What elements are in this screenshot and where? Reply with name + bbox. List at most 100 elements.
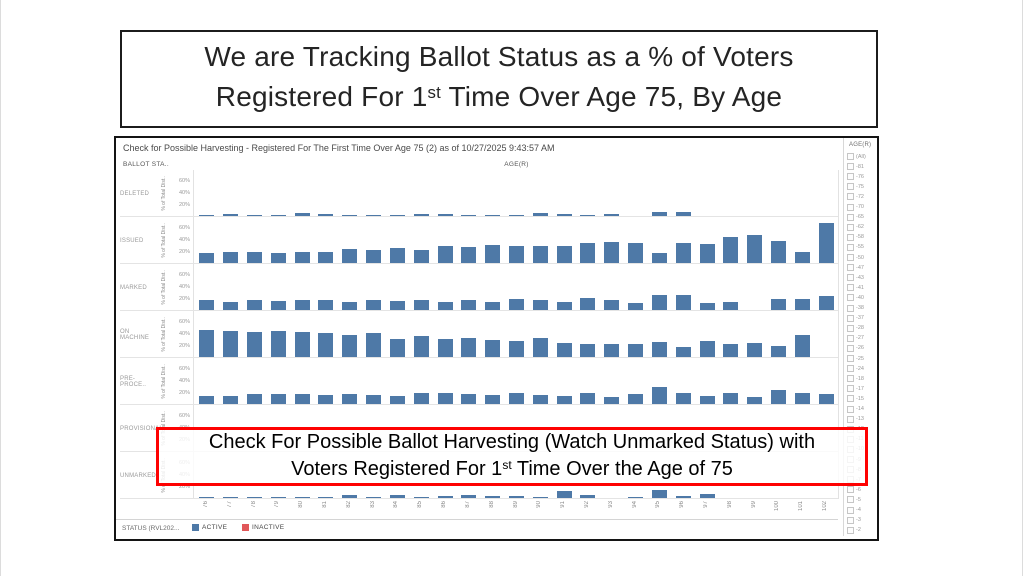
filter-item[interactable]: -40 [847, 293, 864, 302]
bar-segment-active[interactable] [294, 300, 310, 311]
bar-segment-active[interactable] [318, 496, 334, 499]
filter-item[interactable]: -17 [847, 384, 864, 393]
checkbox-icon[interactable] [847, 173, 854, 181]
checkbox-icon[interactable] [847, 355, 854, 362]
bar-segment-active[interactable] [770, 346, 786, 358]
checkbox-icon[interactable] [847, 314, 854, 322]
bar-segment-active[interactable] [556, 214, 572, 217]
bar-segment-active[interactable] [223, 395, 239, 405]
legend-item-active[interactable]: ACTIVE [192, 524, 227, 531]
checkbox-icon[interactable] [847, 324, 854, 332]
bar-segment-active[interactable] [342, 495, 358, 499]
bar-segment-active[interactable] [199, 214, 215, 217]
bar-segment-active[interactable] [270, 496, 286, 499]
bar-segment-active[interactable] [651, 490, 667, 499]
filter-item[interactable]: -6 [847, 485, 861, 494]
bar-segment-active[interactable] [580, 298, 596, 311]
bar-segment-active[interactable] [461, 246, 477, 264]
bar-segment-active[interactable] [413, 336, 429, 358]
bar-segment-active[interactable] [628, 303, 644, 311]
bar-segment-active[interactable] [604, 242, 620, 264]
bar-segment-active[interactable] [318, 333, 334, 358]
filter-item[interactable]: (All) [847, 152, 866, 161]
bar-segment-active[interactable] [675, 295, 691, 311]
bar-segment-active[interactable] [461, 300, 477, 311]
bar-segment-active[interactable] [247, 393, 263, 405]
checkbox-icon[interactable] [847, 365, 854, 373]
checkbox-icon[interactable] [847, 395, 854, 403]
bar-segment-active[interactable] [270, 394, 286, 405]
filter-item[interactable]: -55 [847, 243, 864, 252]
bar-segment-active[interactable] [318, 395, 334, 405]
bar-segment-active[interactable] [342, 249, 358, 264]
bar-segment-active[interactable] [651, 252, 667, 264]
bar-segment-active[interactable] [461, 215, 477, 217]
bar-segment-active[interactable] [485, 339, 501, 358]
legend-item-inactive[interactable]: INACTIVE [242, 524, 284, 531]
bar-segment-active[interactable] [366, 214, 382, 217]
checkbox-icon[interactable] [847, 405, 854, 413]
checkbox-icon[interactable] [847, 516, 854, 524]
filter-item[interactable]: -50 [847, 253, 864, 262]
filter-item[interactable]: -75 [847, 182, 864, 191]
bar-segment-active[interactable] [532, 338, 548, 358]
bar-segment-active[interactable] [389, 494, 405, 499]
bar-segment-active[interactable] [199, 396, 215, 405]
bar-segment-active[interactable] [437, 301, 453, 311]
bar-segment-active[interactable] [556, 491, 572, 499]
bar-segment-active[interactable] [247, 299, 263, 311]
filter-item[interactable]: -41 [847, 283, 864, 292]
bar-segment-active[interactable] [199, 497, 215, 499]
filter-item[interactable]: -4 [847, 506, 861, 515]
bar-segment-active[interactable] [366, 496, 382, 499]
bar-segment-active[interactable] [366, 395, 382, 405]
filter-item[interactable]: -58 [847, 233, 864, 242]
bar-segment-active[interactable] [485, 395, 501, 405]
checkbox-icon[interactable] [847, 375, 854, 383]
filter-item[interactable]: -65 [847, 213, 864, 222]
filter-item[interactable]: -28 [847, 324, 864, 333]
bar-segment-active[interactable] [651, 212, 667, 217]
bar-segment-active[interactable] [437, 392, 453, 405]
bar-segment-active[interactable] [604, 343, 620, 358]
checkbox-icon[interactable] [847, 284, 854, 292]
bar-segment-active[interactable] [818, 393, 834, 405]
bar-segment-active[interactable] [699, 303, 715, 311]
bar-segment-active[interactable] [675, 212, 691, 217]
filter-item[interactable]: -70 [847, 203, 864, 212]
bar-segment-active[interactable] [818, 295, 834, 311]
checkbox-icon[interactable] [847, 496, 854, 504]
filter-item[interactable]: -5 [847, 495, 861, 504]
bar-segment-active[interactable] [747, 342, 763, 358]
filter-item[interactable]: -81 [847, 162, 864, 171]
bar-segment-active[interactable] [485, 245, 501, 264]
bar-segment-active[interactable] [509, 214, 524, 216]
checkbox-icon[interactable] [847, 486, 854, 494]
bar-segment-active[interactable] [532, 213, 548, 217]
checkbox-icon[interactable] [847, 203, 854, 211]
bar-segment-active[interactable] [509, 246, 524, 264]
bar-segment-active[interactable] [723, 236, 739, 264]
bar-segment-active[interactable] [699, 395, 715, 405]
filter-item[interactable]: -3 [847, 516, 861, 525]
bar-segment-active[interactable] [675, 347, 691, 358]
bar-segment-active[interactable] [770, 389, 786, 405]
bar-segment-active[interactable] [794, 251, 810, 264]
bar-segment-active[interactable] [461, 338, 477, 358]
bar-segment-active[interactable] [223, 301, 239, 311]
bar-segment-active[interactable] [556, 245, 572, 264]
bar-segment-active[interactable] [556, 343, 572, 358]
filter-item[interactable]: -76 [847, 172, 864, 181]
checkbox-icon[interactable] [847, 385, 854, 393]
checkbox-icon[interactable] [847, 264, 854, 272]
bar-segment-active[interactable] [580, 242, 596, 263]
bar-segment-active[interactable] [651, 386, 667, 405]
bar-segment-active[interactable] [389, 396, 405, 405]
checkbox-icon[interactable] [847, 274, 854, 282]
bar-segment-active[interactable] [318, 299, 334, 311]
bar-segment-active[interactable] [270, 252, 286, 264]
bar-segment-active[interactable] [437, 496, 453, 499]
bar-segment-active[interactable] [818, 222, 834, 264]
bar-segment-active[interactable] [509, 393, 524, 404]
bar-segment-active[interactable] [413, 249, 429, 264]
